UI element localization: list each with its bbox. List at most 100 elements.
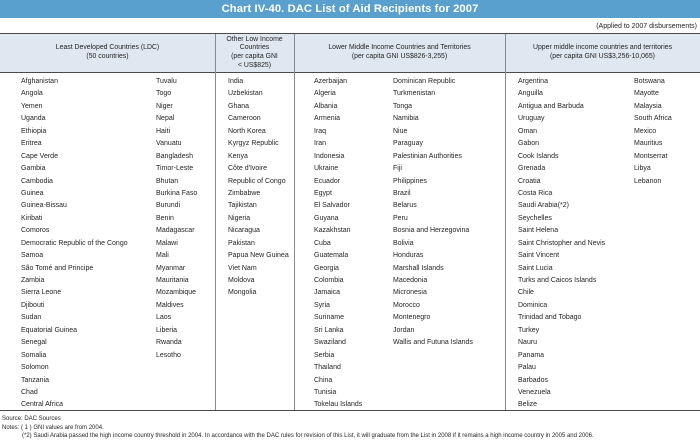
country-item: Kenya [228,152,248,160]
country-item: Honduras [393,252,424,260]
header-oli-line: < US$825) [237,61,272,69]
country-item: Montserrat [634,152,668,160]
note-gni: Notes: ( 1 ) GNI values are from 2004. [2,424,104,431]
country-item: Cuba [314,239,331,247]
country-item: Nicaragua [228,227,260,235]
country-item: Comoros [21,227,50,235]
country-item: Morocco [393,301,420,309]
header-ldc-line: Least Developed Countries (LDC) [55,44,160,52]
country-item: Wallis and Futuna Islands [393,339,473,347]
country-item: Syria [314,301,330,309]
country-item: Mauritius [634,140,663,148]
country-item: South Africa [634,115,672,123]
country-item: Cape Verde [21,152,58,160]
country-item: Peru [393,214,408,222]
header-lower-middle-income: Lower Middle Income Countries and Territ… [294,34,505,72]
country-item: Saint Lucia [518,264,553,272]
country-item: Kiribati [21,214,43,222]
country-item: Philippines [393,177,427,185]
header-oli-line: Countries [239,44,270,52]
column-divider [215,34,216,410]
header-oli-line: (per capita GNI [231,53,278,60]
country-item: Somalia [21,351,47,359]
country-item: Sudan [21,314,42,322]
header-lmi-line: Lower Middle Income Countries and Territ… [328,44,471,52]
country-item: Benin [156,214,174,222]
header-upper-middle-income: Upper middle income countries and territ… [505,34,700,72]
country-item: Brazil [393,189,411,197]
country-item: Sierra Leone [21,289,62,297]
country-item: Uganda [21,115,46,123]
country-item: Ukraine [314,165,339,173]
country-item: Venezuela [518,388,551,396]
country-item: Burundi [156,202,181,210]
country-item: Tajikistan [228,202,257,210]
country-item: Saint Helena [518,227,559,235]
country-item: Timor-Leste [156,165,194,173]
country-item: Grenada [518,165,546,173]
country-item: Gabon [518,140,540,148]
country-item: Paraguay [393,140,423,148]
country-item: Guyana [314,214,339,222]
country-item: Armenia [314,115,341,123]
country-item: Turkmenistan [393,90,436,98]
ldc-list-2: Tuvalu Togo Niger Nepal Haiti Vanuatu Banglade… [156,76,197,362]
country-item: Mali [156,252,169,260]
country-item: Palau [518,364,536,372]
country-item: Montenegro [393,314,431,322]
country-item: Nauru [518,339,538,347]
country-item: Gambia [21,165,46,173]
country-item: Saint Christopher and Nevis [518,239,606,247]
country-item: Algeria [314,90,336,98]
country-item: Tunisia [314,388,337,396]
country-item: Pakistan [228,239,255,247]
country-item: Serbia [314,351,335,359]
source-note: Source: DAC Sources [2,416,61,422]
other-low-income-list: India Uzbekistan Ghana Cameroon North Korea K… [228,76,289,300]
header-oli-line: Other Low Income [226,35,283,43]
country-item: Egypt [314,189,332,197]
header-lmi-line: (per capita GNI US$826-3,255) [351,53,448,60]
country-item: Panama [518,351,545,359]
country-item: Mozambique [156,289,197,297]
country-item: Burkina Faso [156,189,198,197]
country-item: Seychelles [518,214,552,222]
country-item: Iraq [314,127,327,135]
country-item: Oman [518,127,538,135]
country-item: Bangladesh [156,152,193,160]
country-item: Tanzania [21,376,50,384]
country-item: Guinea [21,189,44,197]
country-item: Haiti [156,127,171,135]
country-item: Liberia [156,326,178,334]
country-item: Botswana [634,78,665,85]
country-item: Afghanistan [21,78,58,85]
country-item: Rwanda [156,339,182,347]
country-item: Djibouti [21,301,45,309]
header-ldc-line: (50 countries) [86,53,129,60]
column-divider [505,34,506,410]
country-item: Nepal [156,115,175,123]
country-item: Anguilla [518,90,543,98]
country-item: Suriname [314,314,344,322]
country-item: El Salvador [314,202,350,210]
country-item: Madagascar [156,227,195,235]
header-divider [0,72,700,73]
country-item: Swaziland [314,339,346,347]
country-item: Trinidad and Tobago [518,314,582,322]
country-item: Belarus [393,202,417,210]
country-item: Dominica [518,301,548,309]
country-item: Mayotte [634,90,659,98]
applied-note: (Applied to 2007 disbursements) [596,23,697,30]
country-item: China [314,376,333,384]
country-item: Côte d'Ivoire [228,165,268,173]
country-item: Antigua and Barbuda [518,102,584,110]
country-item: Croatia [518,177,541,185]
country-item: Zambia [21,277,45,284]
country-item: Guatemala [314,252,349,260]
country-item: Colombia [314,277,344,284]
country-item: Namibia [393,115,419,123]
country-item: Indonesia [314,152,345,160]
ldc-list-1: Afghanistan Angola Yemen Uganda Ethiopia Erit… [21,76,128,412]
country-item: Moldova [228,277,255,284]
country-item: Turks and Caicos Islands [518,277,597,284]
